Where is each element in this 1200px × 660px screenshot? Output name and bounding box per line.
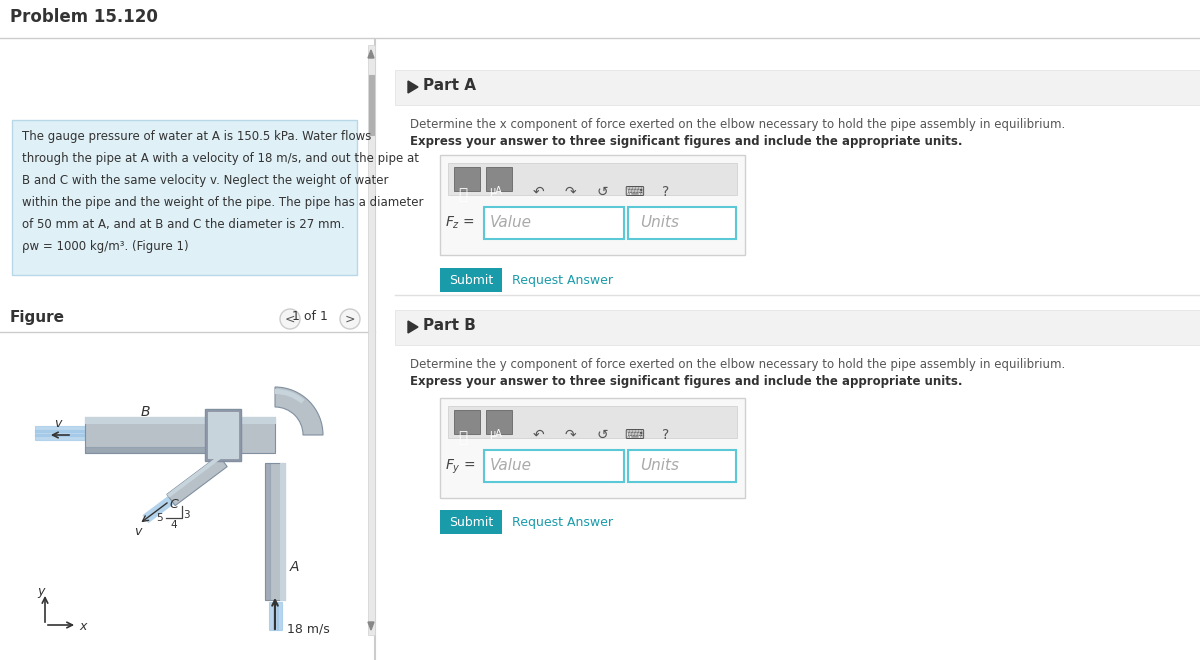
FancyBboxPatch shape — [370, 75, 374, 135]
FancyBboxPatch shape — [205, 409, 241, 461]
Text: v: v — [133, 525, 142, 538]
Circle shape — [340, 309, 360, 329]
Text: ρw = 1000 kg/m³. (Figure 1): ρw = 1000 kg/m³. (Figure 1) — [22, 240, 188, 253]
Text: C: C — [170, 498, 179, 511]
FancyBboxPatch shape — [440, 510, 502, 534]
Text: y: y — [37, 585, 44, 598]
Text: 1 of 1: 1 of 1 — [292, 310, 328, 323]
FancyBboxPatch shape — [241, 417, 275, 423]
Text: Part B: Part B — [424, 318, 476, 333]
Text: <: < — [284, 313, 295, 326]
Polygon shape — [408, 321, 418, 333]
Text: ↷: ↷ — [564, 185, 576, 199]
Text: of 50 mm at A, and at B and C the diameter is 27 mm.: of 50 mm at A, and at B and C the diamet… — [22, 218, 344, 231]
Text: B and C with the same velocity v. Neglect the weight of water: B and C with the same velocity v. Neglec… — [22, 174, 389, 187]
FancyBboxPatch shape — [241, 417, 275, 453]
FancyBboxPatch shape — [440, 398, 745, 498]
FancyBboxPatch shape — [85, 447, 215, 453]
Text: Determine the x component of force exerted on the elbow necessary to hold the pi: Determine the x component of force exert… — [410, 118, 1066, 131]
Text: Part A: Part A — [424, 78, 476, 93]
FancyBboxPatch shape — [395, 70, 1200, 105]
Wedge shape — [275, 389, 305, 404]
Text: μA: μA — [490, 429, 502, 439]
FancyBboxPatch shape — [395, 310, 1200, 345]
FancyBboxPatch shape — [269, 602, 274, 630]
Text: >: > — [344, 313, 355, 326]
FancyBboxPatch shape — [280, 463, 286, 600]
Text: ↷: ↷ — [564, 428, 576, 442]
Text: 18 m/s: 18 m/s — [287, 622, 330, 635]
Text: v: v — [54, 417, 61, 430]
Text: Express your answer to three significant figures and include the appropriate uni: Express your answer to three significant… — [410, 375, 962, 388]
Text: ↺: ↺ — [596, 185, 608, 199]
FancyBboxPatch shape — [486, 410, 512, 434]
FancyBboxPatch shape — [440, 155, 745, 255]
FancyBboxPatch shape — [12, 120, 358, 275]
FancyBboxPatch shape — [440, 268, 502, 292]
FancyBboxPatch shape — [208, 412, 238, 458]
Text: ↶: ↶ — [532, 428, 544, 442]
Text: Submit: Submit — [449, 274, 493, 287]
Text: Figure: Figure — [10, 310, 65, 325]
FancyBboxPatch shape — [274, 602, 278, 630]
FancyBboxPatch shape — [454, 410, 480, 434]
FancyBboxPatch shape — [484, 450, 624, 482]
FancyBboxPatch shape — [35, 426, 85, 432]
FancyBboxPatch shape — [85, 417, 215, 453]
Text: ⎕: ⎕ — [458, 187, 467, 202]
Text: Units: Units — [640, 215, 679, 230]
Text: 3: 3 — [182, 510, 190, 520]
FancyBboxPatch shape — [277, 602, 282, 630]
Text: μA: μA — [490, 186, 502, 196]
Text: Express your answer to three significant figures and include the appropriate uni: Express your answer to three significant… — [410, 135, 962, 148]
Text: Submit: Submit — [449, 516, 493, 529]
Text: 4: 4 — [170, 520, 176, 530]
FancyBboxPatch shape — [368, 45, 374, 635]
Circle shape — [280, 309, 300, 329]
Text: ⌨: ⌨ — [624, 185, 644, 199]
Polygon shape — [408, 81, 418, 93]
FancyBboxPatch shape — [85, 417, 215, 423]
Text: Request Answer: Request Answer — [512, 274, 613, 287]
Text: Determine the y component of force exerted on the elbow necessary to hold the pi: Determine the y component of force exert… — [410, 358, 1066, 371]
FancyBboxPatch shape — [35, 430, 85, 436]
Text: $F_z$ =: $F_z$ = — [445, 215, 475, 232]
Text: Value: Value — [490, 458, 532, 473]
Polygon shape — [167, 455, 221, 498]
Text: ⌨: ⌨ — [624, 428, 644, 442]
FancyBboxPatch shape — [35, 434, 85, 440]
Polygon shape — [167, 455, 227, 506]
Text: ?: ? — [662, 185, 670, 199]
Wedge shape — [275, 387, 323, 435]
Text: Request Answer: Request Answer — [512, 516, 613, 529]
Text: Problem 15.120: Problem 15.120 — [10, 8, 158, 26]
FancyBboxPatch shape — [265, 463, 286, 600]
FancyBboxPatch shape — [265, 463, 270, 600]
Text: ?: ? — [662, 428, 670, 442]
FancyBboxPatch shape — [628, 450, 736, 482]
Text: The gauge pressure of water at A is 150.5 kPa. Water flows: The gauge pressure of water at A is 150.… — [22, 130, 371, 143]
FancyBboxPatch shape — [628, 207, 736, 239]
Polygon shape — [368, 622, 374, 630]
Text: x: x — [79, 620, 86, 633]
FancyBboxPatch shape — [454, 167, 480, 191]
Text: ↶: ↶ — [532, 185, 544, 199]
Text: Units: Units — [640, 458, 679, 473]
Text: B: B — [140, 405, 150, 419]
Text: through the pipe at A with a velocity of 18 m/s, and out the pipe at: through the pipe at A with a velocity of… — [22, 152, 419, 165]
FancyBboxPatch shape — [484, 207, 624, 239]
Text: ⎕: ⎕ — [458, 430, 467, 445]
Text: A: A — [290, 560, 300, 574]
FancyBboxPatch shape — [486, 167, 512, 191]
Polygon shape — [368, 50, 374, 58]
Text: $F_y$ =: $F_y$ = — [445, 458, 475, 477]
Text: 5: 5 — [156, 513, 163, 523]
Text: Value: Value — [490, 215, 532, 230]
Text: ↺: ↺ — [596, 428, 608, 442]
Polygon shape — [143, 496, 174, 523]
FancyBboxPatch shape — [448, 406, 737, 438]
Text: within the pipe and the weight of the pipe. The pipe has a diameter: within the pipe and the weight of the pi… — [22, 196, 424, 209]
FancyBboxPatch shape — [448, 163, 737, 195]
